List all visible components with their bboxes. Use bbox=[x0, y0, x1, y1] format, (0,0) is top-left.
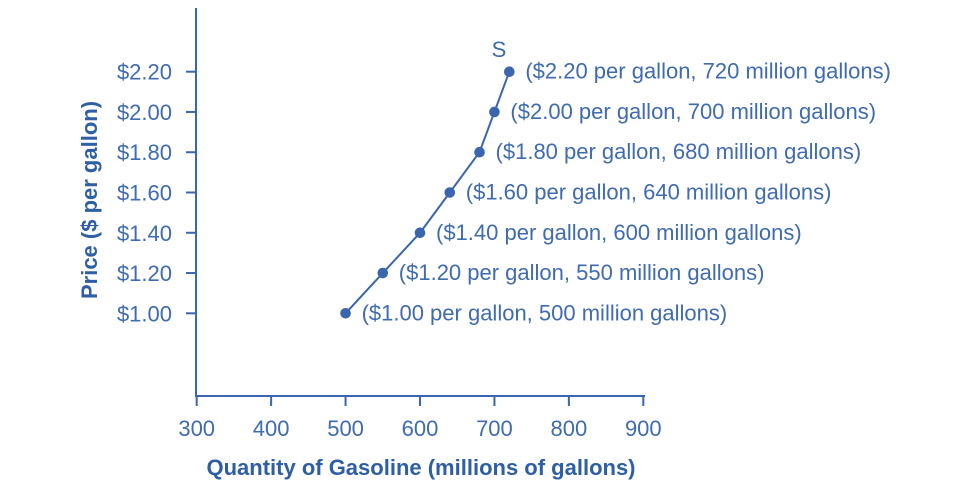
supply-curve-group bbox=[340, 66, 515, 319]
data-point bbox=[474, 146, 485, 158]
x-axis-title: Quantity of Gasoline (millions of gallon… bbox=[206, 455, 635, 480]
x-tick-label: 900 bbox=[625, 416, 662, 441]
point-annotations: ($1.00 per gallon, 500 million gallons) (… bbox=[362, 59, 891, 326]
point-annotation: ($1.20 per gallon, 550 million gallons) bbox=[399, 260, 765, 285]
y-tick-label: $1.60 bbox=[117, 181, 172, 206]
data-point bbox=[504, 66, 515, 77]
y-tick-label: $1.40 bbox=[117, 221, 172, 246]
data-point bbox=[444, 187, 456, 198]
x-tick-label: 400 bbox=[253, 416, 290, 441]
x-tick-label: 600 bbox=[402, 416, 439, 441]
y-tick-label: $1.00 bbox=[117, 301, 172, 326]
y-axis-title: Price ($ per gallon) bbox=[77, 101, 102, 299]
point-annotation: ($1.60 per gallon, 640 million gallons) bbox=[466, 180, 832, 205]
point-annotation: ($1.40 per gallon, 600 million gallons) bbox=[436, 220, 802, 245]
point-annotation: ($2.00 per gallon, 700 million gallons) bbox=[510, 99, 876, 124]
x-tick-label: 700 bbox=[476, 416, 513, 441]
y-tick-label: $1.80 bbox=[117, 140, 172, 165]
x-tick-label: 500 bbox=[327, 416, 364, 441]
x-tick-label: 300 bbox=[178, 416, 215, 441]
x-tick-label: 800 bbox=[551, 416, 588, 441]
data-point bbox=[377, 267, 389, 279]
y-tick-label: $1.20 bbox=[117, 261, 172, 286]
data-point bbox=[340, 308, 351, 319]
axis-ticks: 300 400 500 600 700 800 900 $1.00 $1.20 $1.40 $1.6… bbox=[117, 60, 662, 441]
y-tick-label: $2.00 bbox=[117, 100, 172, 125]
point-annotation: ($2.20 per gallon, 720 million gallons) bbox=[525, 59, 891, 84]
point-annotation: ($1.00 per gallon, 500 million gallons) bbox=[362, 300, 728, 325]
data-point bbox=[489, 106, 500, 118]
curve-label-s: S bbox=[492, 37, 507, 62]
point-annotation: ($1.80 per gallon, 680 million gallons) bbox=[496, 139, 862, 164]
data-point bbox=[414, 227, 426, 239]
y-tick-label: $2.20 bbox=[117, 60, 172, 85]
